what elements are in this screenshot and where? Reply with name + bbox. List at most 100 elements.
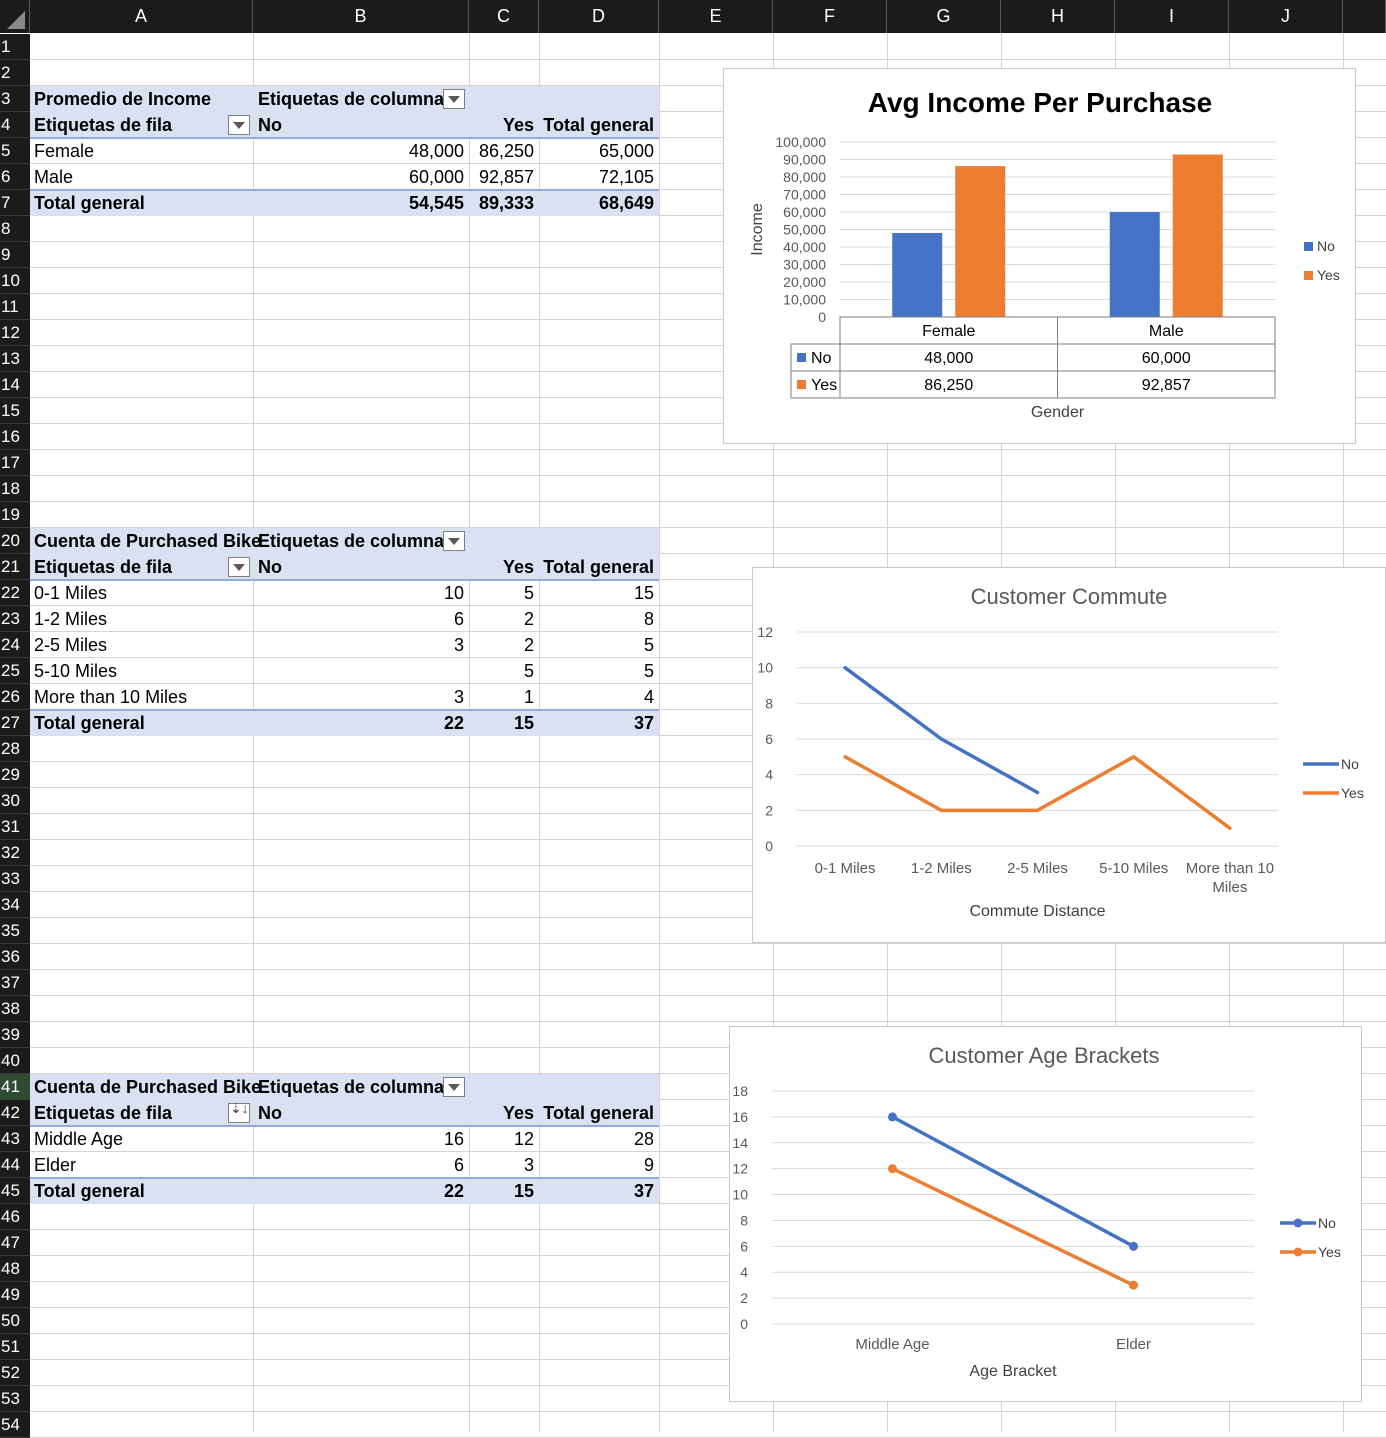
pivot-total-label[interactable]: Total general [34,193,145,213]
row-header-50[interactable]: 50 [0,1308,30,1334]
row-header-12[interactable]: 12 [0,320,30,346]
column-header-a[interactable]: A [30,0,253,33]
row-header-24[interactable]: 24 [0,632,30,658]
pivot-row-label[interactable]: More than 10 Miles [34,687,188,707]
row-header-36[interactable]: 36 [0,944,30,970]
pivot-row-label[interactable]: 0-1 Miles [34,583,108,603]
row-header-16[interactable]: 16 [0,424,30,450]
row-header-35[interactable]: 35 [0,918,30,944]
pivot-row-label[interactable]: Male [34,167,74,187]
pivot-cell[interactable]: 5 [523,661,534,681]
row-header-34[interactable]: 34 [0,892,30,918]
column-filter-dropdown-icon[interactable] [443,531,465,551]
row-header-45[interactable]: 45 [0,1178,30,1204]
pivot-header-yes[interactable]: Yes [502,115,534,135]
pivot-row-label[interactable]: Middle Age [34,1129,124,1149]
pivot-row-labels[interactable]: Etiquetas de fila [34,557,173,577]
row-header-49[interactable]: 49 [0,1282,30,1308]
row-header-33[interactable]: 33 [0,866,30,892]
pivot-total-cell[interactable]: 22 [443,713,464,733]
row-header-11[interactable]: 11 [0,294,30,320]
pivot-row-label[interactable]: 1-2 Miles [34,609,108,629]
row-header-25[interactable]: 25 [0,658,30,684]
row-header-15[interactable]: 15 [0,398,30,424]
row-header-5[interactable]: 5 [0,138,30,164]
row-header-37[interactable]: 37 [0,970,30,996]
row-header-54[interactable]: 54 [0,1412,30,1438]
pivot-cell[interactable]: 6 [453,609,464,629]
row-header-30[interactable]: 30 [0,788,30,814]
pivot-cell[interactable]: 3 [453,687,464,707]
pivot-cell[interactable]: 12 [513,1129,534,1149]
row-header-46[interactable]: 46 [0,1204,30,1230]
row-header-26[interactable]: 26 [0,684,30,710]
pivot-total-cell[interactable]: 37 [633,1181,654,1201]
pivot-column-labels[interactable]: Etiquetas de columna [258,1077,445,1097]
pivot-cell[interactable]: 16 [443,1129,464,1149]
row-header-21[interactable]: 21 [0,554,30,580]
row-header-47[interactable]: 47 [0,1230,30,1256]
row-header-32[interactable]: 32 [0,840,30,866]
row-header-1[interactable]: 1 [0,34,30,60]
pivot-cell[interactable]: 3 [453,635,464,655]
chart-customer-commute[interactable]: Customer Commute 0 2 4 6 8 10 12 0-1 Miles 1-2 Mi… [752,567,1386,943]
pivot-value-label[interactable]: Cuenta de Purchased Bike [34,1077,262,1097]
pivot-total-cell[interactable]: 15 [513,1181,534,1201]
column-header-h[interactable]: H [1001,0,1115,33]
column-header-i[interactable]: I [1115,0,1229,33]
pivot-cell[interactable]: 48,000 [408,141,464,161]
row-header-38[interactable]: 38 [0,996,30,1022]
pivot-cell[interactable]: 10 [443,583,464,603]
pivot-column-labels[interactable]: Etiquetas de columna [258,531,445,551]
row-header-44[interactable]: 44 [0,1152,30,1178]
pivot-total-label[interactable]: Total general [34,1181,145,1201]
row-header-9[interactable]: 9 [0,242,30,268]
pivot-header-no[interactable]: No [258,1103,282,1123]
row-header-27[interactable]: 27 [0,710,30,736]
column-header-c[interactable]: C [469,0,539,33]
row-header-51[interactable]: 51 [0,1334,30,1360]
row-header-52[interactable]: 52 [0,1360,30,1386]
pivot-total-cell[interactable]: 54,545 [408,193,464,213]
pivot-cell[interactable]: 72,105 [598,167,654,187]
chart-age-brackets[interactable]: Customer Age Brackets 0 2 4 6 8 10 12 14 16 18 Midd… [729,1026,1362,1402]
pivot-cell[interactable]: 1 [523,687,534,707]
pivot-cell[interactable]: 28 [633,1129,654,1149]
column-header-k[interactable] [1343,0,1386,33]
pivot-row-label[interactable]: 5-10 Miles [34,661,118,681]
pivot-value-label[interactable]: Promedio de Income [34,89,212,109]
pivot-cell[interactable]: 2 [523,635,534,655]
pivot-cell[interactable]: 5 [523,583,534,603]
row-header-18[interactable]: 18 [0,476,30,502]
row-header-48[interactable]: 48 [0,1256,30,1282]
chart-avg-income[interactable]: Avg Income Per Purchase 0 10,000 20,000 30,0… [723,68,1356,444]
pivot-total-cell[interactable]: 15 [513,713,534,733]
row-filter-dropdown-icon[interactable] [228,115,250,135]
pivot-header-yes[interactable]: Yes [502,1103,534,1123]
column-header-j[interactable]: J [1229,0,1343,33]
row-header-3[interactable]: 3 [0,86,30,112]
row-header-7[interactable]: 7 [0,190,30,216]
pivot-row-label[interactable]: 2-5 Miles [34,635,108,655]
pivot-total-label[interactable]: Total general [34,713,145,733]
row-header-13[interactable]: 13 [0,346,30,372]
row-header-42[interactable]: 42 [0,1100,30,1126]
pivot-row-label[interactable]: Elder [34,1155,77,1175]
pivot-header-total[interactable]: Total general [543,1103,654,1123]
pivot-value-label[interactable]: Cuenta de Purchased Bike [34,531,262,551]
select-all-corner[interactable] [0,0,30,33]
column-filter-dropdown-icon[interactable] [443,89,465,109]
pivot-cell[interactable]: 8 [643,609,654,629]
pivot-cell[interactable]: 5 [643,635,654,655]
pivot-header-total[interactable]: Total general [543,115,654,135]
row-header-8[interactable]: 8 [0,216,30,242]
column-header-e[interactable]: E [659,0,773,33]
row-header-14[interactable]: 14 [0,372,30,398]
row-header-40[interactable]: 40 [0,1048,30,1074]
pivot-header-no[interactable]: No [258,115,282,135]
pivot-total-cell[interactable]: 22 [443,1181,464,1201]
pivot-cell[interactable]: 15 [633,583,654,603]
column-filter-dropdown-icon[interactable] [443,1077,465,1097]
row-header-53[interactable]: 53 [0,1386,30,1412]
